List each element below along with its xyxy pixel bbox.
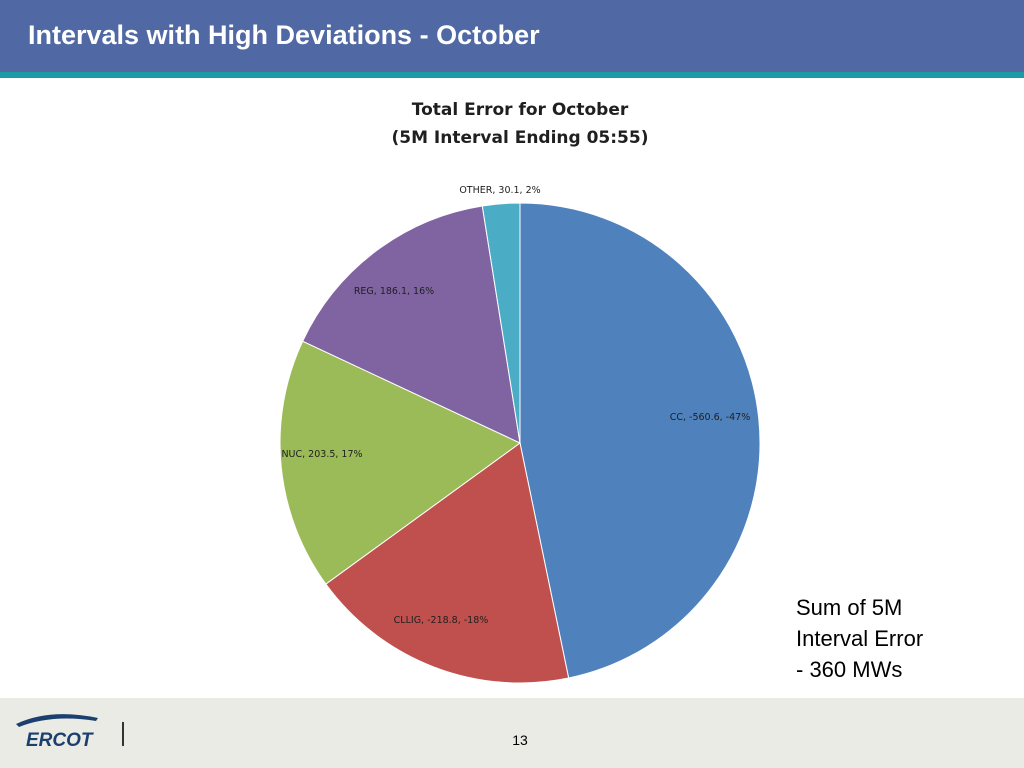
logo-swoosh — [16, 714, 98, 727]
slide-title: Intervals with High Deviations - October — [28, 20, 540, 50]
pie-label-nuc: NUC, 203.5, 17% — [281, 449, 362, 460]
pie-slice-reg — [301, 205, 521, 444]
pie-slice-cc — [519, 202, 761, 679]
header-bar — [0, 0, 1024, 72]
pie-slice-nuc — [279, 340, 521, 585]
logo-divider — [122, 722, 124, 746]
chart-title: Total Error for October (5M Interval End… — [330, 96, 710, 152]
chart-title-line-2: (5M Interval Ending 05:55) — [391, 128, 649, 148]
pie-label-other: OTHER, 30.1, 2% — [459, 185, 540, 196]
pie-slice-cllig — [325, 442, 570, 684]
pie-slice-other — [481, 202, 521, 444]
pie-label-reg: REG, 186.1, 16% — [354, 286, 434, 297]
logo-wordmark: ERCOT — [26, 730, 94, 751]
footer-bar — [0, 698, 1024, 768]
sum-note-line-2: Interval Error — [796, 626, 924, 651]
pie-label-cllig: CLLIG, -218.8, -18% — [394, 615, 489, 626]
chart-title-line-1: Total Error for October — [411, 100, 629, 120]
sum-note: Sum of 5M Interval Error - 360 MWs — [796, 592, 996, 685]
page-number: 13 — [512, 732, 528, 748]
sum-note-line-3: - 360 MWs — [796, 657, 903, 682]
header-stripe — [0, 72, 1024, 78]
pie-label-cc: CC, -560.6, -47% — [670, 412, 751, 423]
sum-note-line-1: Sum of 5M — [796, 595, 903, 620]
ercot-logo: ERCOT — [16, 714, 98, 751]
